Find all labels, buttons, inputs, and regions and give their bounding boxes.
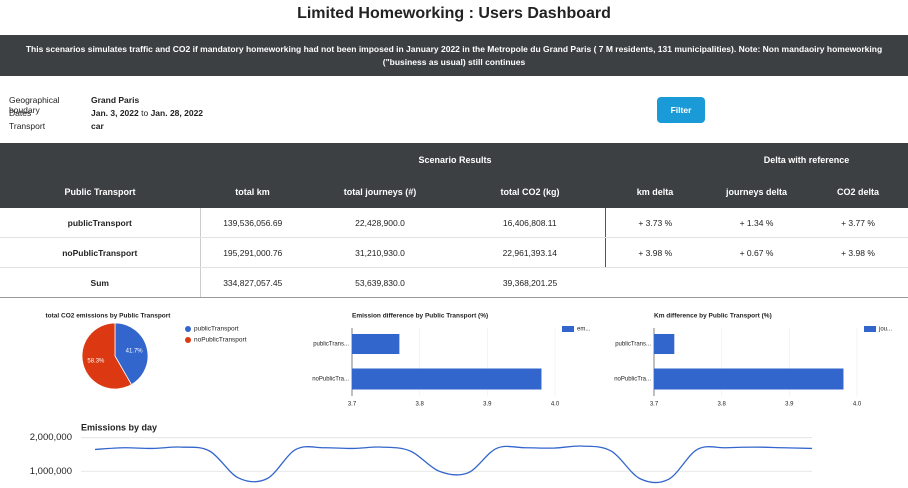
slice-label: 41.7% — [126, 348, 144, 354]
bar — [654, 334, 675, 354]
table-cell: + 1.34 % — [705, 208, 808, 238]
line — [94, 445, 813, 484]
bar — [654, 368, 844, 390]
filter-row: Dates Jan. 3, 2022 to Jan. 28, 2022 — [9, 108, 203, 121]
column-header: km delta — [605, 176, 705, 208]
banner-text: This scenarios simulates traffic and CO2… — [25, 44, 883, 67]
table-cell: 16,406,808.11 — [455, 208, 605, 238]
table-cell: 22,961,393.14 — [455, 237, 605, 268]
column-header: journeys delta — [705, 176, 808, 208]
table-cell: 53,639,830.0 — [305, 267, 455, 298]
filters: Geographical boudary Grand Paris Dates Jan… — [9, 95, 203, 134]
y-tick-label: publicTrans... — [615, 342, 651, 348]
results-table: Scenario Results Delta with reference Pu… — [0, 143, 908, 298]
table-cell: + 3.98 % — [808, 237, 908, 268]
legend-label: jou... — [878, 327, 892, 333]
y-tick-label: publicTrans... — [313, 342, 349, 348]
x-tick-label: 3.7 — [650, 402, 659, 408]
legend-swatch — [562, 326, 574, 332]
column-header: total CO2 (kg) — [455, 176, 605, 208]
filter-value: car — [91, 121, 104, 131]
table-cell: 139,536,056.69 — [200, 208, 305, 238]
table-cell: Sum — [0, 267, 201, 298]
table-cell-empty — [808, 267, 908, 298]
chart-title: total CO2 emissions by Public Transport — [46, 313, 172, 320]
x-tick-label: 3.9 — [483, 402, 492, 408]
filter-label: Dates — [9, 108, 32, 118]
header-row: Public Transport total km total journeys (… — [0, 176, 908, 208]
x-tick-label: 4.0 — [853, 402, 862, 408]
bar — [352, 368, 542, 390]
table-cell: 22,428,900.0 — [305, 208, 455, 238]
bar — [352, 334, 400, 354]
x-tick-label: 3.8 — [717, 402, 726, 408]
table-cell-empty — [605, 267, 705, 298]
pie-slice — [81, 322, 132, 390]
legend-swatch — [864, 326, 876, 332]
chart-title: Emission difference by Public Transport … — [352, 313, 488, 320]
slice-label: 58.3% — [87, 359, 105, 365]
filter-value: Jan. 3, 2022 — [91, 108, 139, 118]
filter-label: Transport — [9, 121, 46, 131]
column-header: CO2 delta — [808, 176, 908, 208]
y-tick-label: 2,000,000 — [30, 432, 72, 443]
y-tick-label: 1,000,000 — [30, 466, 72, 477]
filter-button[interactable]: Filter — [657, 97, 705, 123]
filter-value: Jan. 28, 2022 — [150, 108, 204, 118]
legend-swatch — [185, 337, 191, 343]
x-tick-label: 3.9 — [785, 402, 794, 408]
sum-row: Sum 334,827,057.45 53,639,830.0 39,368,201.… — [0, 267, 908, 298]
table-cell: + 0.67 % — [705, 237, 808, 268]
table-cell: 334,827,057.45 — [200, 267, 305, 298]
column-header: total journeys (#) — [305, 176, 455, 208]
filter-row: Geographical boudary Grand Paris — [9, 95, 203, 115]
table-cell-empty — [705, 267, 808, 298]
filter-text: to — [141, 108, 149, 118]
table-cell: + 3.77 % — [808, 208, 908, 238]
pie-slice — [114, 322, 149, 386]
legend-label: publicTransport — [194, 326, 239, 333]
table-cell: 39,368,201.25 — [455, 267, 605, 298]
banner: This scenarios simulates traffic and CO2… — [0, 35, 908, 76]
y-tick-label: noPublicTra... — [614, 377, 651, 383]
table-cell: 31,210,930.0 — [305, 237, 455, 268]
table-cell: + 3.73 % — [604, 208, 705, 238]
group-header-row: Scenario Results Delta with reference — [0, 143, 908, 176]
table-cell: + 3.98 % — [604, 237, 705, 268]
chart-title: Emissions by day — [81, 422, 157, 432]
filter-value: Grand Paris — [91, 95, 140, 105]
legend-label: noPublicTransport — [194, 337, 247, 344]
x-tick-label: 3.8 — [415, 402, 424, 408]
table-cell: publicTransport — [0, 208, 201, 238]
chart-title: Km difference by Public Transport (%) — [654, 313, 772, 320]
group-header: Delta with reference — [705, 143, 908, 176]
group-header: Scenario Results — [305, 143, 605, 176]
y-tick-label: noPublicTra... — [312, 377, 349, 383]
x-tick-label: 4.0 — [551, 402, 560, 408]
filter-label: Geographical boudary — [9, 95, 60, 115]
filter-row: Transport car — [9, 121, 203, 134]
column-header: total km — [200, 176, 305, 208]
page-title: Limited Homeworking : Users Dashboard — [297, 5, 611, 22]
x-tick-label: 3.7 — [348, 402, 357, 408]
legend-swatch — [185, 326, 191, 332]
table-cell: 195,291,000.76 — [200, 237, 305, 268]
table-row: publicTransport 139,536,056.69 22,428,900.… — [0, 208, 908, 238]
legend-label: em... — [577, 327, 591, 333]
column-header: Public Transport — [0, 176, 200, 208]
